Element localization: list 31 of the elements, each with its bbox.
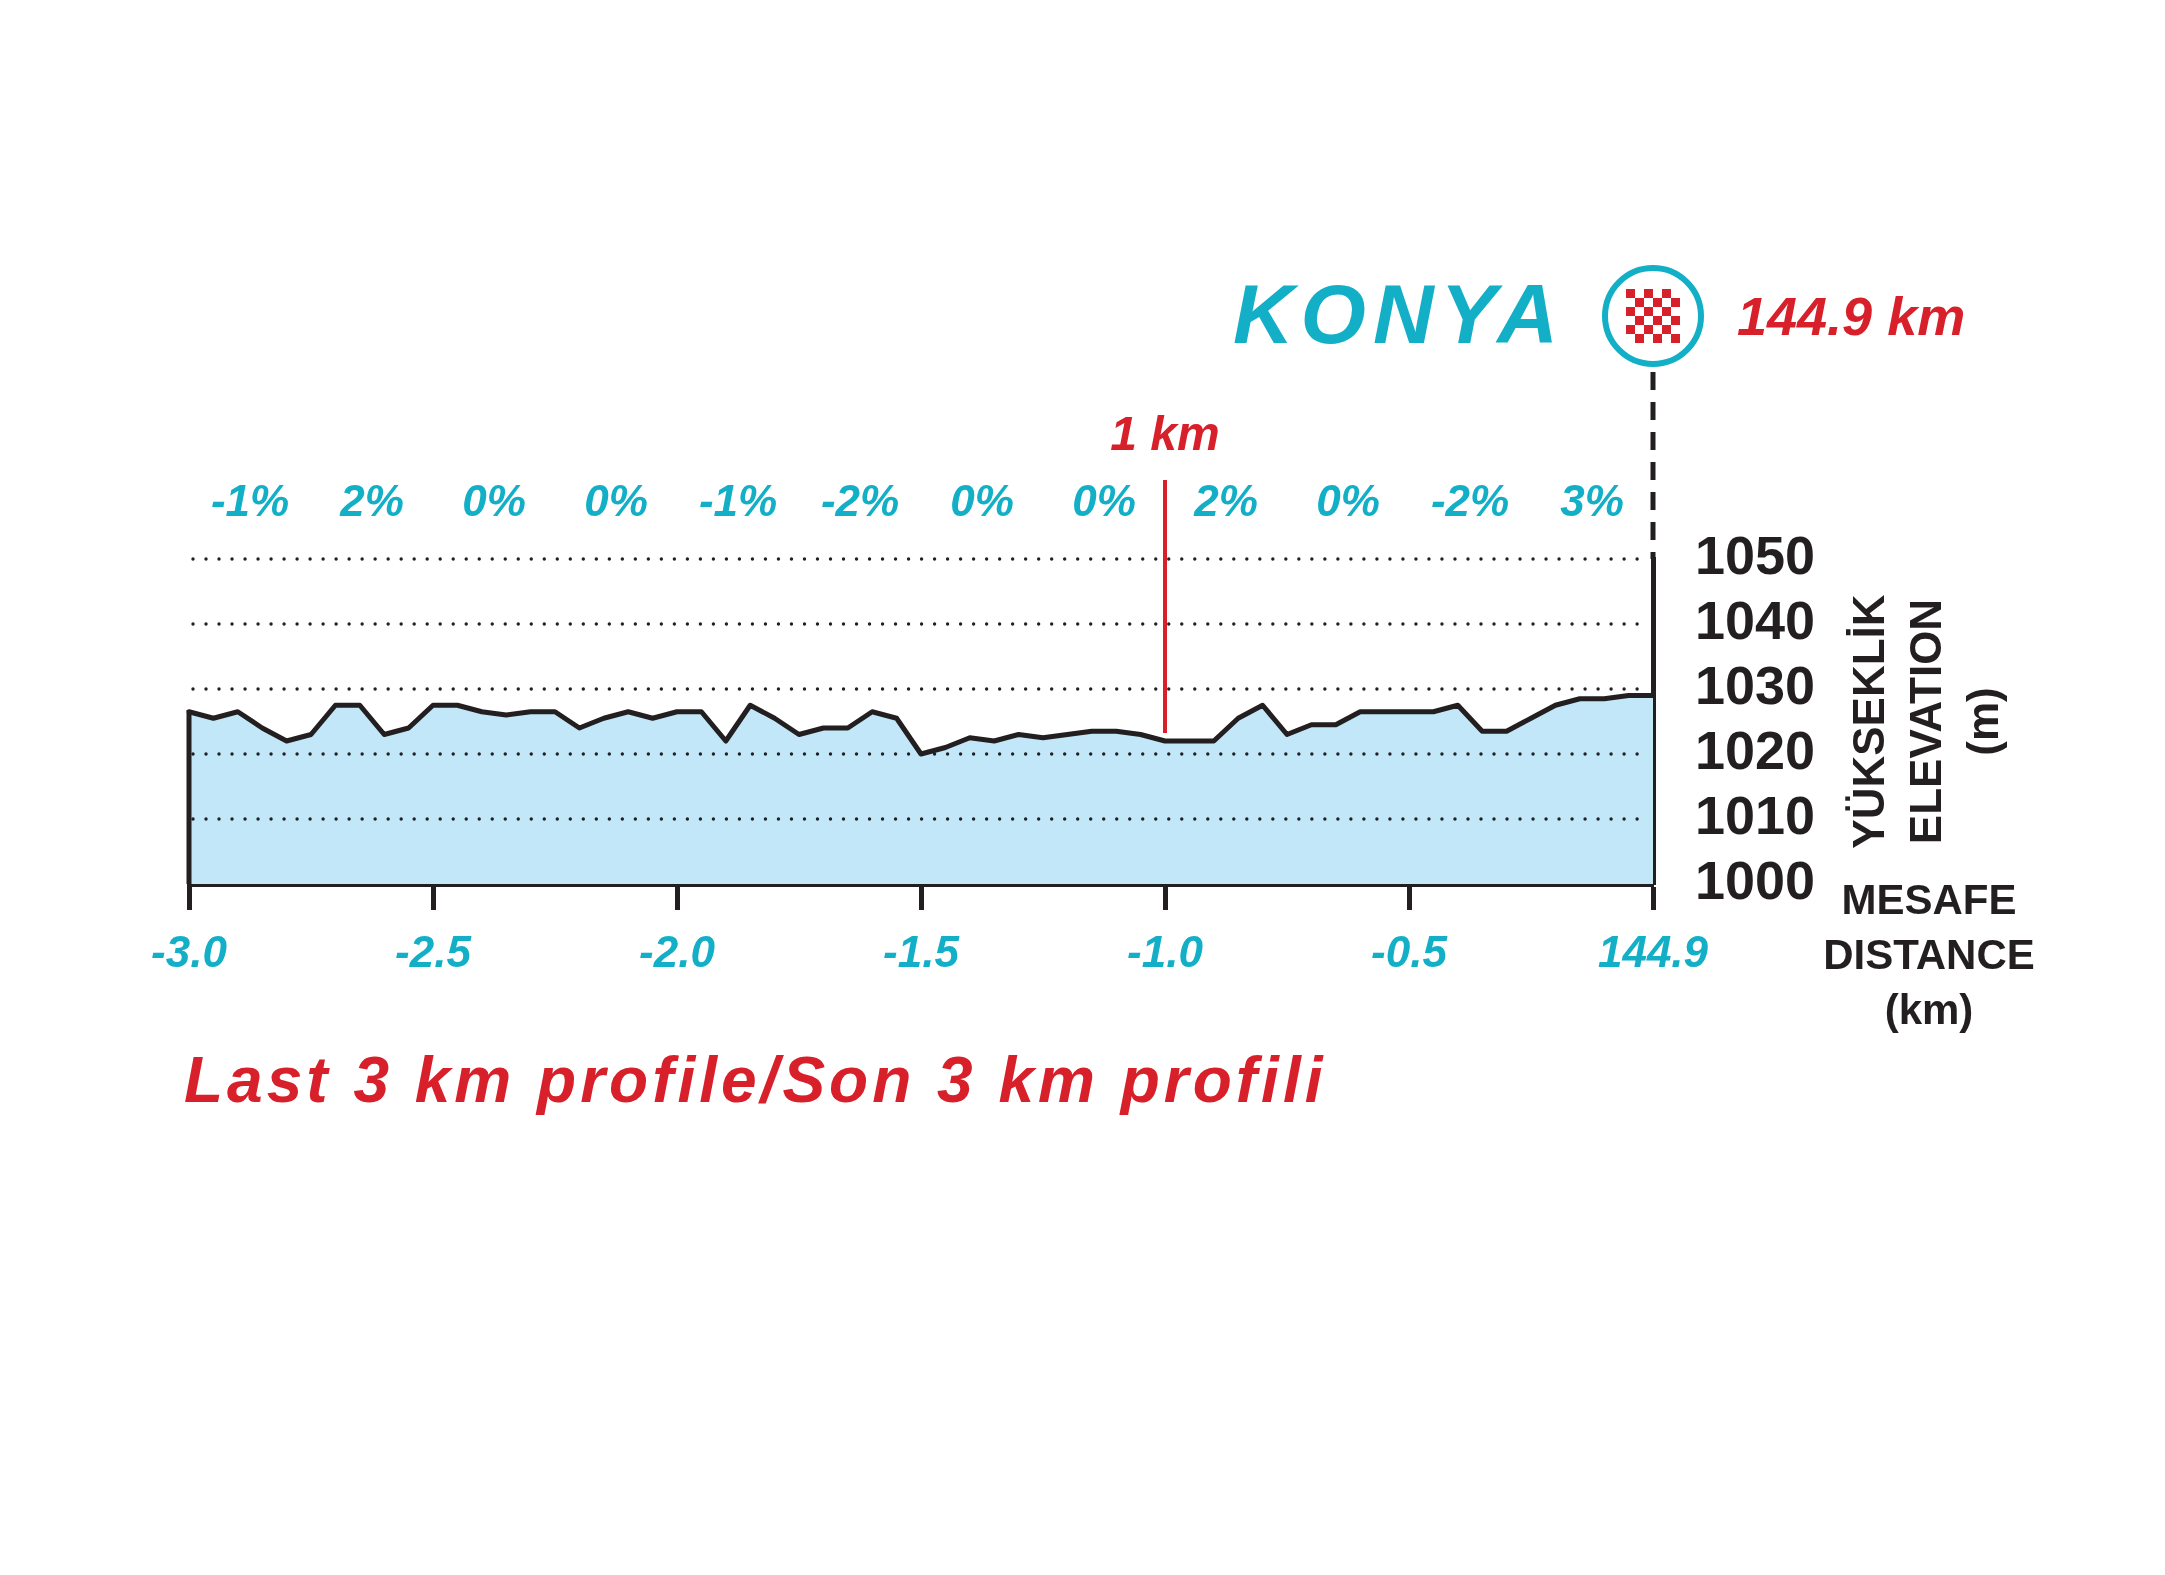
text: 144.9 km bbox=[1737, 285, 1966, 346]
x-tick-label: -2.5 bbox=[395, 926, 472, 976]
text: 0% bbox=[1072, 476, 1136, 526]
x-axis-title: MESAFE DISTANCE (km) bbox=[1823, 875, 2035, 1033]
y-tick-label: 1040 bbox=[1695, 589, 1816, 650]
text: 2% bbox=[339, 476, 404, 526]
text: Last 3 km profile/Son 3 km profili bbox=[184, 1043, 1327, 1116]
text: -2% bbox=[820, 476, 900, 526]
y-tick-label: 1030 bbox=[1695, 654, 1816, 715]
text: -1% bbox=[210, 476, 290, 526]
ref-line-label: 1 km bbox=[1110, 407, 1220, 461]
y-axis-title: YÜKSEKLİK ELEVATION (m) bbox=[1844, 594, 2008, 849]
text: -1% bbox=[698, 476, 778, 526]
x-tick-label: -3.0 bbox=[151, 926, 228, 976]
text: 0% bbox=[1316, 476, 1380, 526]
y-tick-label: 1020 bbox=[1695, 719, 1816, 780]
x-tick-label: -0.5 bbox=[1371, 926, 1448, 976]
text: 0% bbox=[950, 476, 1014, 526]
text: 3% bbox=[1560, 476, 1624, 526]
y-tick-label: 1000 bbox=[1695, 849, 1816, 910]
x-tick-label: -1.5 bbox=[883, 926, 960, 976]
x-tick-label: 144.9 bbox=[1597, 926, 1709, 976]
text: 0% bbox=[584, 476, 648, 526]
x-tick-label: -2.0 bbox=[639, 926, 716, 976]
text: -2% bbox=[1430, 476, 1510, 526]
text: KONYA bbox=[1232, 267, 1565, 362]
y-tick-label: 1010 bbox=[1695, 784, 1816, 845]
x-tick-label: -1.0 bbox=[1127, 926, 1204, 976]
y-tick-label: 1050 bbox=[1695, 524, 1816, 585]
text: 0% bbox=[462, 476, 526, 526]
text: 2% bbox=[1193, 476, 1258, 526]
